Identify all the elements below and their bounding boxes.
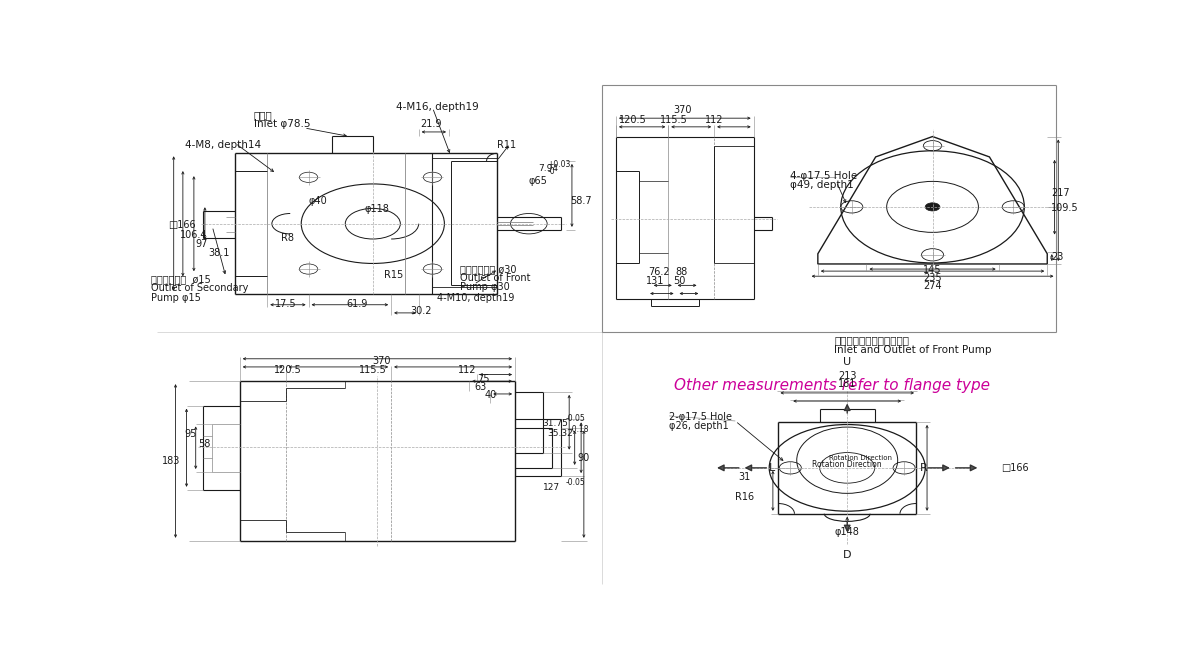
Text: -0: -0 xyxy=(547,167,555,175)
Text: 4-M8, depth14: 4-M8, depth14 xyxy=(185,140,260,150)
Text: 4-M16, depth19: 4-M16, depth19 xyxy=(395,103,478,113)
Text: R16: R16 xyxy=(735,493,754,502)
Text: 30.2: 30.2 xyxy=(411,307,432,316)
Text: 127: 127 xyxy=(542,483,560,492)
Text: 183: 183 xyxy=(162,455,180,466)
Text: D: D xyxy=(843,549,851,559)
Text: 38.1: 38.1 xyxy=(208,248,230,258)
Text: -0.18: -0.18 xyxy=(571,424,590,434)
Text: □166: □166 xyxy=(1002,463,1029,473)
Text: 88: 88 xyxy=(675,267,687,277)
Text: 235: 235 xyxy=(924,273,941,283)
Text: R: R xyxy=(920,463,927,473)
Text: 115.5: 115.5 xyxy=(659,115,688,125)
Text: 58: 58 xyxy=(199,439,211,449)
Text: Other measurements refer to flange type: Other measurements refer to flange type xyxy=(674,378,990,393)
Text: φ26, depth1: φ26, depth1 xyxy=(669,421,729,431)
Text: 前泵浦入油口和出油口方向: 前泵浦入油口和出油口方向 xyxy=(835,336,909,346)
Text: 95: 95 xyxy=(185,429,197,439)
Text: 35.32: 35.32 xyxy=(547,429,573,438)
Text: Rotation Direction: Rotation Direction xyxy=(830,455,893,461)
Text: 17.5: 17.5 xyxy=(275,299,296,308)
Text: Outlet of Secondary: Outlet of Secondary xyxy=(150,283,249,293)
Text: 40: 40 xyxy=(485,391,497,401)
Text: R15: R15 xyxy=(385,269,404,279)
Text: 370: 370 xyxy=(674,105,693,115)
Text: Pump φ30: Pump φ30 xyxy=(461,283,510,293)
Text: 2-φ17.5 Hole: 2-φ17.5 Hole xyxy=(669,412,732,422)
Text: 109.5: 109.5 xyxy=(1051,203,1079,213)
Text: φ49, depth1: φ49, depth1 xyxy=(791,181,854,191)
Text: 115.5: 115.5 xyxy=(359,365,387,375)
Text: φ118: φ118 xyxy=(365,205,390,214)
Text: 181: 181 xyxy=(838,379,856,389)
Text: 97: 97 xyxy=(195,238,208,248)
Text: □166: □166 xyxy=(168,220,195,230)
Text: 後泵浦出油口  ø15: 後泵浦出油口 ø15 xyxy=(150,274,211,284)
Text: 50: 50 xyxy=(673,276,686,286)
Text: U: U xyxy=(843,357,851,367)
Text: 120.5: 120.5 xyxy=(618,115,646,125)
Text: 4-M10, depth19: 4-M10, depth19 xyxy=(437,293,514,303)
Text: 61.9: 61.9 xyxy=(347,299,368,308)
Text: -0.05: -0.05 xyxy=(566,478,585,487)
Text: 入油口: 入油口 xyxy=(253,110,272,120)
Text: -0.05: -0.05 xyxy=(566,414,585,424)
Text: Outlet of Front: Outlet of Front xyxy=(461,273,530,283)
Text: φ148: φ148 xyxy=(835,526,860,537)
Text: 21.9: 21.9 xyxy=(420,119,442,129)
Text: 131: 131 xyxy=(646,276,664,286)
Text: 23: 23 xyxy=(1051,252,1063,262)
Text: 112: 112 xyxy=(704,115,723,125)
Text: Rotation Direction: Rotation Direction xyxy=(812,460,882,469)
Text: 274: 274 xyxy=(924,281,941,291)
Text: 31.75: 31.75 xyxy=(542,419,568,428)
Text: 370: 370 xyxy=(373,355,391,366)
Text: L: L xyxy=(768,463,776,473)
Text: 106.4: 106.4 xyxy=(180,230,207,240)
Text: 90: 90 xyxy=(578,453,590,463)
Text: R11: R11 xyxy=(497,140,516,150)
Text: 76.2: 76.2 xyxy=(649,267,670,277)
Text: 213: 213 xyxy=(838,371,856,381)
Text: +0.03: +0.03 xyxy=(547,160,571,169)
Text: Inlet φ78.5: Inlet φ78.5 xyxy=(253,119,310,129)
Text: 前泵浦出油口 ø30: 前泵浦出油口 ø30 xyxy=(461,264,516,274)
Text: 31: 31 xyxy=(739,472,751,482)
Text: 120.5: 120.5 xyxy=(274,365,302,375)
Text: 63: 63 xyxy=(474,382,487,392)
Text: R8: R8 xyxy=(281,234,294,244)
Text: 7.94: 7.94 xyxy=(538,164,558,173)
Text: φ40: φ40 xyxy=(308,196,327,206)
Text: φ65: φ65 xyxy=(529,176,548,187)
Text: 112: 112 xyxy=(458,365,477,375)
Text: 145: 145 xyxy=(924,265,941,275)
Text: 217: 217 xyxy=(1051,187,1069,197)
Text: Pump φ15: Pump φ15 xyxy=(150,293,200,303)
Circle shape xyxy=(925,203,940,211)
Text: 58.7: 58.7 xyxy=(571,196,592,206)
Text: 75: 75 xyxy=(477,373,490,384)
Text: 4-φ17.5 Hole: 4-φ17.5 Hole xyxy=(791,171,857,181)
Text: Inlet and Outlet of Front Pump: Inlet and Outlet of Front Pump xyxy=(835,345,992,355)
